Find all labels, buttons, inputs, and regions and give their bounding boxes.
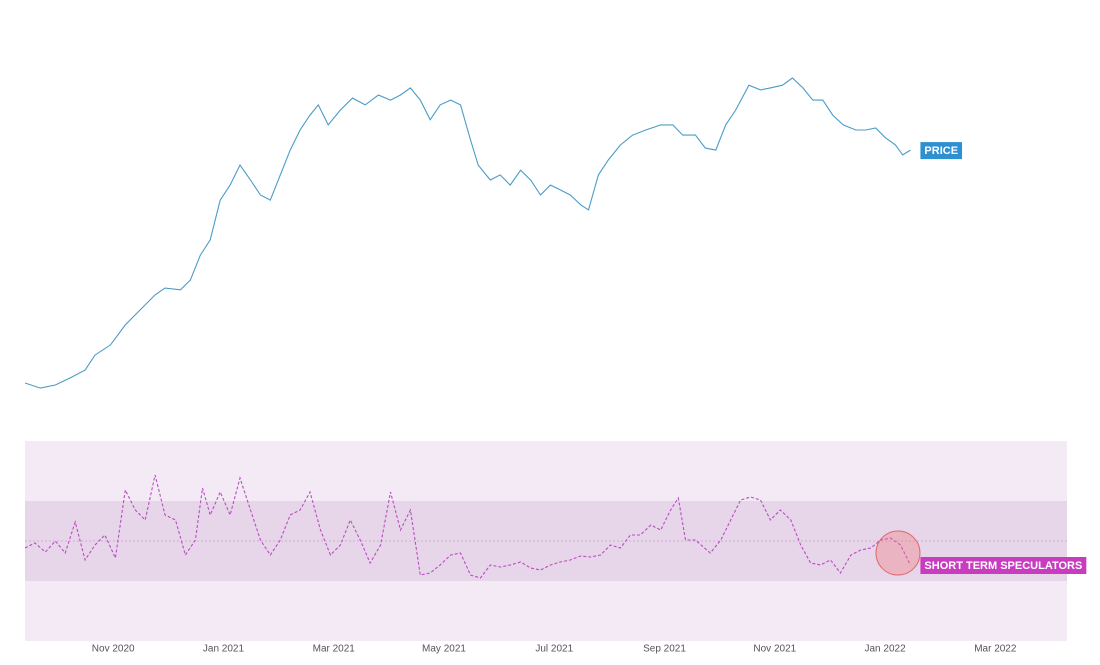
series-line [24,77,911,389]
x-tick-label: Mar 2022 [974,644,1017,655]
series-tag: SHORT TERM SPECULATORS [924,560,1082,572]
series-line [24,474,911,579]
series-tag-bg [920,142,963,160]
series-tag: PRICE [924,145,958,157]
x-tick-label: May 2021 [422,644,466,655]
highlight-circle [875,530,921,576]
x-tick-label: Jan 2022 [864,644,906,655]
x-tick-label: Nov 2020 [92,644,135,655]
series-tag-bg [920,557,1087,574]
x-tick-label: Jul 2021 [535,644,573,655]
x-tick-label: Sep 2021 [643,644,686,655]
x-tick-label: Mar 2021 [313,644,356,655]
x-tick-label: Nov 2021 [753,644,796,655]
x-tick-label: Jan 2021 [203,644,245,655]
